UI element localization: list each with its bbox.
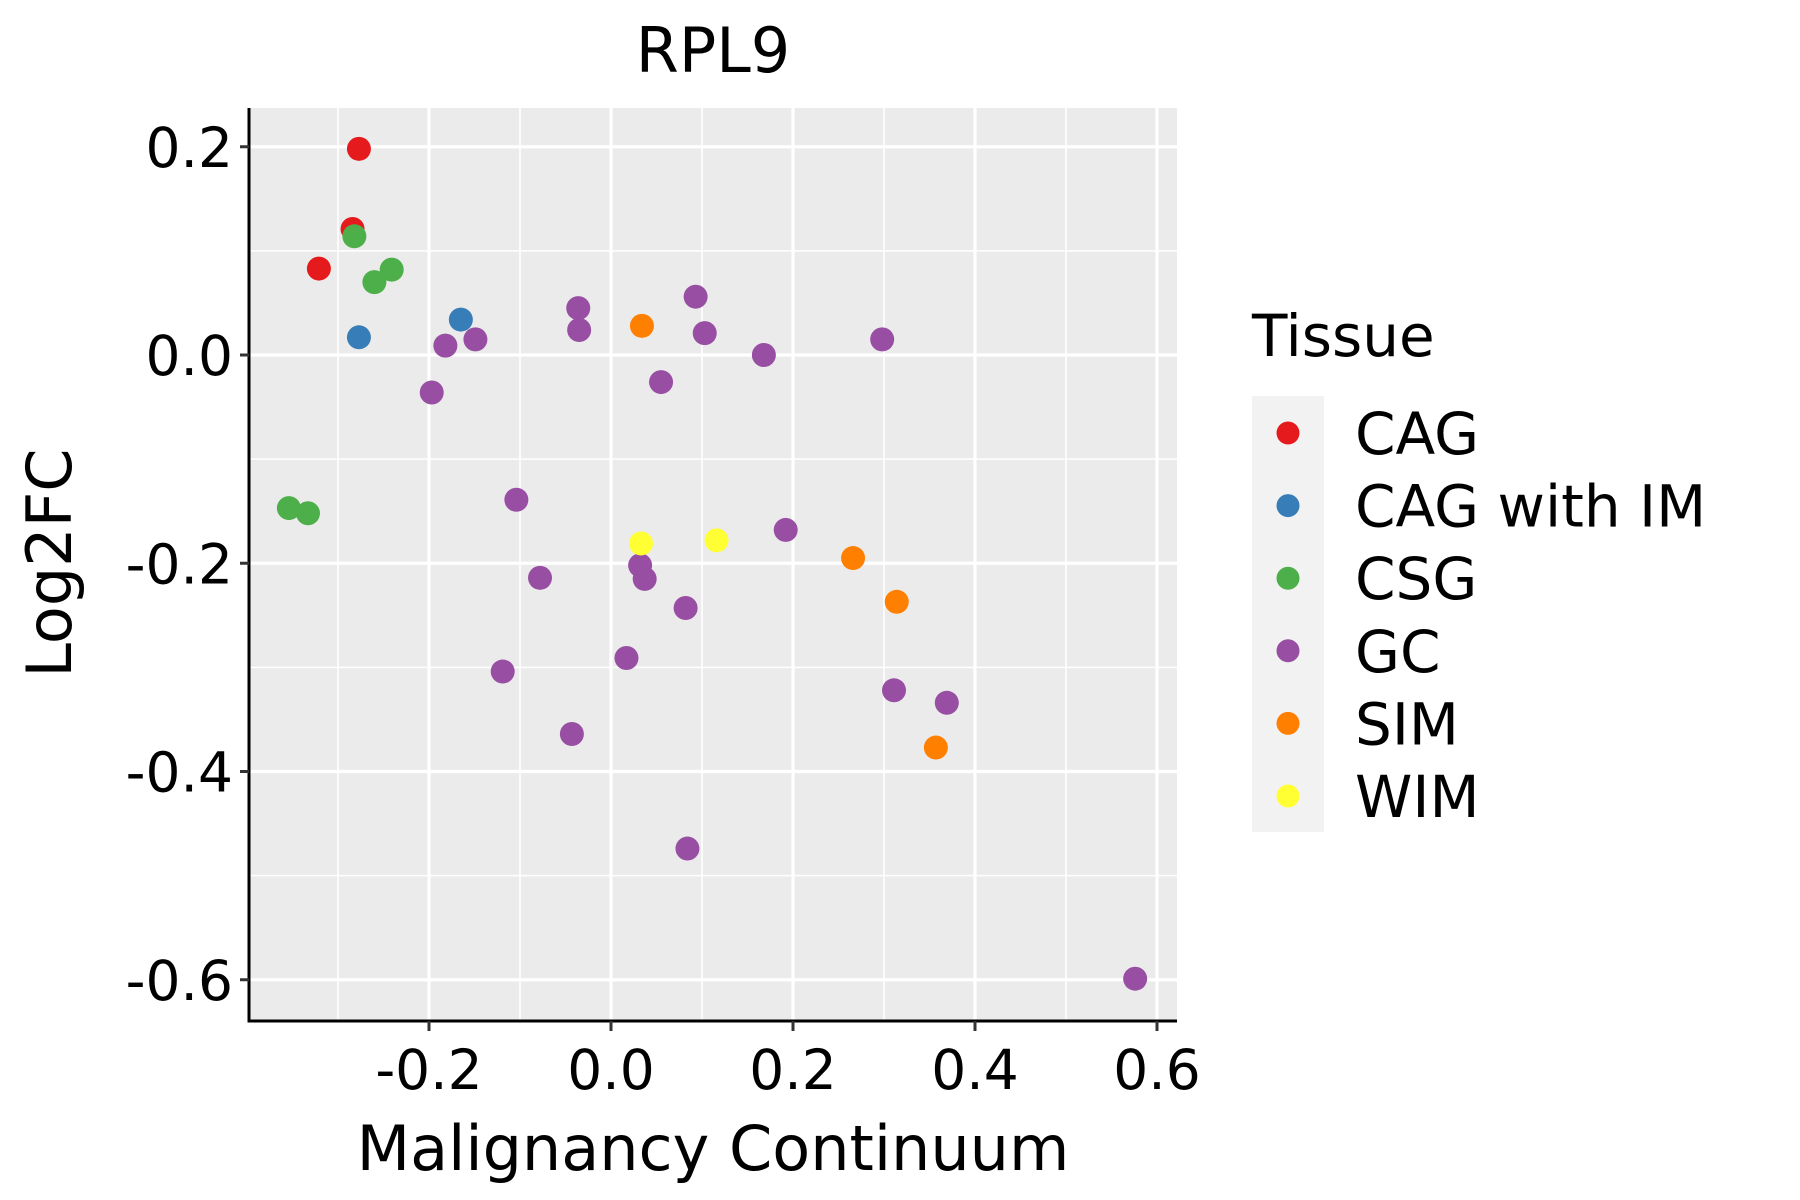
y-tick-label: -0.4 xyxy=(126,741,233,805)
data-point-gc xyxy=(934,690,959,715)
legend-key-sim xyxy=(1276,711,1300,735)
legend-key-background xyxy=(1252,396,1324,832)
data-points xyxy=(276,136,1148,991)
legend-key-gc xyxy=(1276,639,1300,663)
legend-item: CAG with IM xyxy=(1276,473,1706,541)
legend-item: SIM xyxy=(1276,690,1459,758)
data-point-cag xyxy=(346,136,371,161)
legend-key-cag xyxy=(1276,421,1300,445)
data-point-gc xyxy=(649,370,674,395)
x-tick-label: -0.2 xyxy=(375,1038,482,1102)
data-point-csg xyxy=(362,270,387,295)
data-point-gc xyxy=(614,646,639,671)
data-point-sim xyxy=(884,589,909,614)
data-point-cag-with-im xyxy=(346,325,371,350)
y-tick-label: -0.2 xyxy=(126,532,233,596)
data-point-sim xyxy=(923,735,948,760)
data-point-gc xyxy=(566,296,591,321)
legend-key-csg xyxy=(1276,566,1300,590)
data-point-gc xyxy=(673,596,698,621)
y-tick-label: 0.2 xyxy=(146,116,233,180)
data-point-gc xyxy=(675,836,700,861)
data-point-csg xyxy=(379,257,404,282)
legend-label: WIM xyxy=(1355,763,1480,831)
data-point-gc xyxy=(683,284,708,309)
data-point-csg xyxy=(276,496,301,521)
y-tick-label: -0.6 xyxy=(126,949,233,1013)
legend-label: CSG xyxy=(1355,545,1477,613)
major-gridlines xyxy=(249,108,1177,1021)
chart-title: RPL9 xyxy=(636,14,790,87)
data-point-cag xyxy=(306,256,331,281)
legend-item: CAG xyxy=(1276,400,1479,468)
data-point-gc xyxy=(882,678,907,703)
data-point-cag-with-im xyxy=(448,307,473,332)
data-point-gc xyxy=(870,327,895,352)
legend-label: GC xyxy=(1355,618,1440,686)
data-point-gc xyxy=(559,722,584,747)
data-point-gc xyxy=(419,380,444,405)
data-point-gc xyxy=(504,487,529,512)
legend-item: CSG xyxy=(1276,545,1477,613)
x-tick-label: 0.2 xyxy=(749,1038,836,1102)
legend-title: Tissue xyxy=(1251,302,1435,370)
legend-key-wim xyxy=(1276,784,1300,808)
x-tick-label: 0.4 xyxy=(931,1038,1018,1102)
data-point-gc xyxy=(463,327,488,352)
data-point-gc xyxy=(528,565,553,590)
data-point-gc xyxy=(692,321,717,346)
data-point-wim xyxy=(704,528,729,553)
y-tick-label: 0.0 xyxy=(146,324,233,388)
data-point-sim xyxy=(629,313,654,338)
data-point-gc xyxy=(632,566,657,591)
data-point-gc xyxy=(490,659,515,684)
data-point-sim xyxy=(841,546,866,571)
x-axis-ticks: -0.2 0.0 0.2 0.4 0.6 xyxy=(375,1021,1201,1102)
legend-label: SIM xyxy=(1355,690,1459,758)
data-point-gc xyxy=(1123,966,1148,991)
data-point-gc xyxy=(751,343,776,367)
x-axis-title: Malignancy Continuum xyxy=(357,1112,1070,1185)
legend-item: GC xyxy=(1276,618,1440,686)
data-point-wim xyxy=(629,531,654,556)
data-point-gc xyxy=(567,318,592,343)
data-point-gc xyxy=(773,517,798,542)
y-axis-ticks: 0.2 0.0 -0.2 -0.4 -0.6 xyxy=(126,116,249,1013)
data-point-gc xyxy=(433,333,458,358)
legend-label: CAG xyxy=(1355,400,1479,468)
y-axis-title: Log2FC xyxy=(13,448,86,677)
legend-item: WIM xyxy=(1276,763,1480,831)
legend-key-cag-with-im xyxy=(1276,494,1300,518)
legend-label: CAG with IM xyxy=(1355,473,1706,541)
x-tick-label: 0.6 xyxy=(1113,1038,1200,1102)
x-tick-label: 0.0 xyxy=(567,1038,654,1102)
data-point-csg xyxy=(342,224,367,249)
data-point-csg xyxy=(295,501,320,526)
